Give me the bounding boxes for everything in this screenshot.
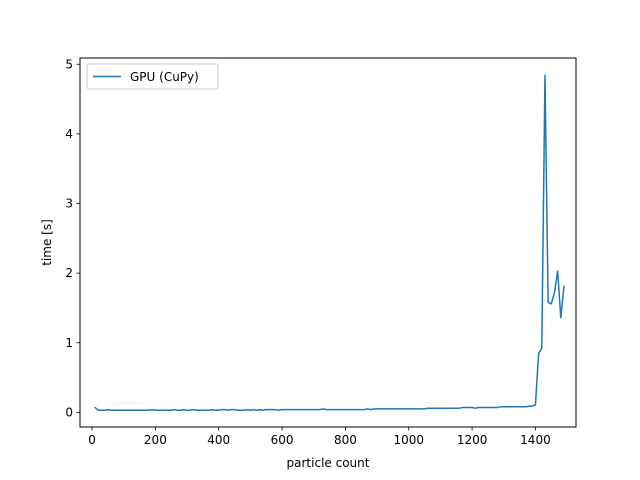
x-tick-label: 1400	[520, 433, 551, 447]
y-axis: 0 1 2 3 4 5	[65, 57, 80, 419]
y-tick-label: 1	[65, 336, 73, 350]
x-axis-label: particle count	[287, 456, 370, 470]
y-tick-label: 5	[65, 57, 73, 71]
y-axis-label: time [s]	[40, 219, 54, 266]
x-tick-label: 0	[88, 433, 96, 447]
y-tick-label: 4	[65, 127, 73, 141]
plot-area	[94, 74, 565, 412]
x-tick-label: 800	[334, 433, 357, 447]
legend-box	[86, 63, 219, 90]
y-tick-label: 2	[65, 266, 73, 280]
x-tick-label: 400	[207, 433, 230, 447]
y-tick-label: 3	[65, 197, 73, 211]
series-line	[94, 74, 565, 412]
legend-entry: GPU (CuPy)	[130, 70, 199, 84]
legend: GPU (CuPy)	[86, 63, 219, 90]
y-tick-label: 0	[65, 405, 73, 419]
axes-frame	[79, 57, 577, 428]
x-tick-label: 200	[144, 433, 167, 447]
x-tick-label: 600	[271, 433, 294, 447]
x-tick-label: 1000	[393, 433, 424, 447]
x-tick-label: 1200	[457, 433, 488, 447]
x-axis: 0 200 400 600 800 1000 1200 1400	[88, 427, 551, 447]
